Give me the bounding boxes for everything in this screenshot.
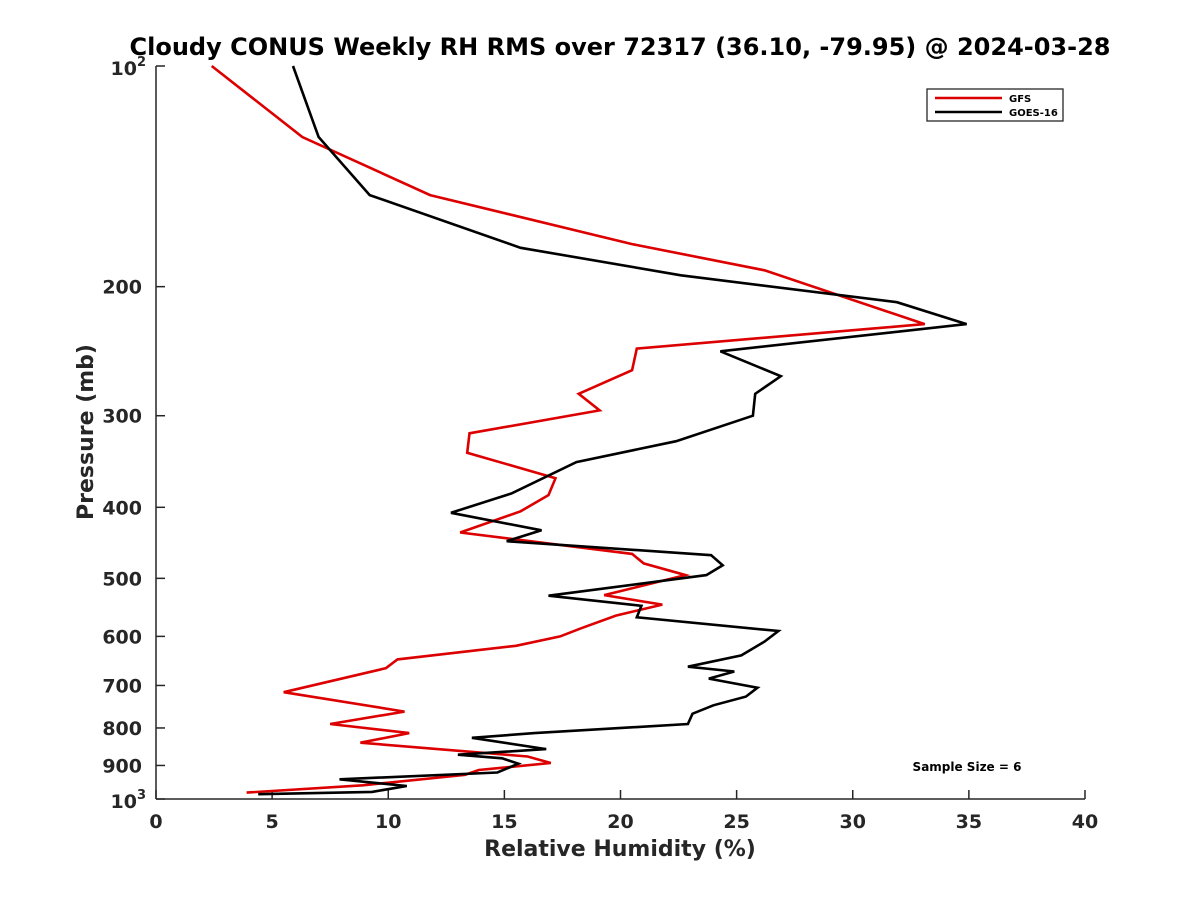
x-tick-label: 20 (607, 811, 633, 833)
chart-title: Cloudy CONUS Weekly RH RMS over 72317 (3… (130, 33, 1111, 61)
x-tick-label: 30 (840, 811, 866, 833)
y-tick-label: 200 (102, 277, 142, 299)
y-tick-label: 400 (102, 497, 142, 519)
x-tick-label: 10 (375, 811, 401, 833)
y-tick-label: 900 (102, 755, 142, 777)
legend-entry: GOES-16 (1009, 108, 1058, 119)
legend-entry: GFS (1009, 94, 1031, 105)
series-group (210, 64, 967, 796)
legend: GFS GOES-16 (926, 88, 1064, 122)
x-tick-label: 35 (956, 811, 982, 833)
x-axis: 0 5 10 15 20 25 30 35 40 (149, 790, 1098, 833)
sample-size-annotation: Sample Size = 6 (913, 760, 1022, 774)
y-tick-label-bottom: 103 (111, 788, 147, 813)
y-tick-label: 700 (102, 675, 142, 697)
tick-base: 10 (111, 791, 137, 813)
y-tick-label: 500 (102, 568, 142, 590)
y-tick-label: 800 (102, 718, 142, 740)
x-tick-label: 15 (491, 811, 517, 833)
y-tick-label: 300 (102, 406, 142, 428)
plot-background (156, 66, 1085, 799)
tick-exponent: 3 (137, 788, 146, 803)
x-tick-label: 40 (1072, 811, 1098, 833)
x-tick-label: 5 (266, 811, 279, 833)
series-line-gfs (210, 64, 926, 794)
legend-box (926, 88, 1064, 122)
tick-base: 10 (111, 58, 137, 80)
x-axis-label: Relative Humidity (%) (484, 837, 756, 862)
x-tick-label: 0 (149, 811, 162, 833)
series-line-goes-16 (258, 65, 967, 796)
tick-exponent: 2 (137, 55, 146, 70)
x-tick-label: 25 (723, 811, 749, 833)
plot-area (156, 66, 1085, 799)
y-axis-label: Pressure (mb) (74, 344, 99, 520)
y-tick-label-top: 102 (111, 55, 147, 80)
y-tick-label: 600 (102, 626, 142, 648)
